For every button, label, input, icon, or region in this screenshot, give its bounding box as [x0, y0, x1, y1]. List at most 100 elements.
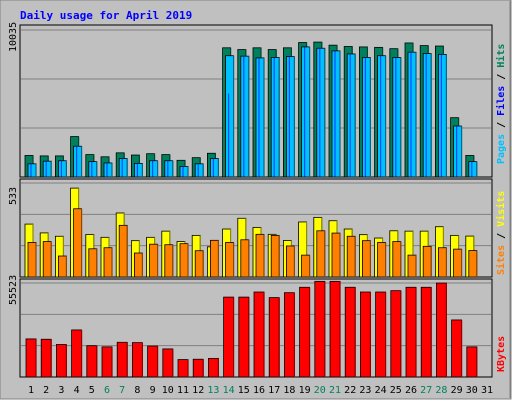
bar-sites: [377, 242, 387, 278]
bar-kbytes: [71, 329, 82, 378]
bar-kbytes: [101, 346, 113, 378]
bar-kbytes: [329, 280, 341, 378]
day-label: 6: [104, 385, 110, 396]
bar-sites: [209, 239, 219, 278]
day-label: 17: [268, 385, 280, 396]
bar-kbytes: [268, 297, 280, 378]
bar-kbytes: [86, 345, 98, 378]
bar-pages: [437, 53, 447, 178]
day-label: 8: [134, 385, 140, 396]
day-label: 4: [74, 385, 80, 396]
day-label: 31: [481, 385, 493, 396]
bar-kbytes: [344, 286, 356, 378]
day-label: 7: [119, 385, 125, 396]
axis-max-label-top: 10035: [8, 22, 19, 52]
bar-pages: [285, 56, 295, 178]
bar-pages: [316, 47, 326, 178]
bar-sites: [133, 252, 143, 278]
day-label: 12: [192, 385, 204, 396]
day-label: 25: [390, 385, 402, 396]
bar-pages: [240, 55, 250, 178]
bar-pages: [149, 160, 159, 178]
axis-max-label-bottom: 55523: [8, 275, 19, 305]
bar-sites: [240, 239, 250, 278]
bar-kbytes: [162, 348, 174, 378]
day-label: 3: [58, 385, 64, 396]
bar-sites: [88, 248, 98, 278]
day-label: 16: [253, 385, 265, 396]
day-label: 21: [329, 385, 341, 396]
bar-sites: [255, 233, 265, 278]
legend-middle: Sites / Visits: [495, 191, 507, 275]
day-label: 30: [466, 385, 478, 396]
legend-separator: /: [496, 116, 507, 134]
bar-pages: [270, 57, 280, 178]
day-label: 29: [451, 385, 463, 396]
bar-sites: [346, 235, 356, 278]
bar-kbytes: [253, 291, 265, 378]
bar-sites: [453, 248, 463, 278]
bar-sites: [392, 241, 402, 278]
bar-sites: [42, 241, 52, 278]
bar-sites: [361, 240, 371, 278]
bar-kbytes: [131, 342, 143, 378]
bar-sites: [225, 242, 235, 278]
bar-pages: [255, 57, 265, 178]
bar-pages: [301, 46, 311, 178]
bar-kbytes: [405, 286, 417, 378]
day-label: 27: [420, 385, 432, 396]
bar-pages: [377, 55, 387, 178]
bar-pages: [468, 161, 478, 178]
bar-sites: [118, 224, 128, 278]
bar-sites: [179, 243, 189, 278]
bar-kbytes: [390, 290, 402, 378]
bar-pages: [209, 158, 219, 178]
bar-sites: [164, 244, 174, 278]
day-label: 1: [28, 385, 34, 396]
legend-top: Pages / Files / Hits: [495, 44, 507, 164]
bar-pages: [225, 55, 235, 178]
bar-pages: [346, 53, 356, 178]
bar-pages: [331, 50, 341, 178]
legend-item: KBytes: [496, 336, 507, 372]
day-label: 18: [283, 385, 295, 396]
bar-kbytes: [238, 296, 250, 378]
day-label: 11: [177, 385, 189, 396]
bar-pages: [73, 145, 82, 178]
axis-max-label-middle: 533: [8, 187, 19, 205]
bar-pages: [58, 160, 67, 178]
bar-pages: [88, 161, 98, 178]
bar-sites: [270, 234, 280, 278]
chart-title: Daily usage for April 2019: [20, 9, 192, 22]
bar-pages: [194, 163, 204, 178]
legend-item: Visits: [495, 191, 507, 227]
bar-kbytes: [420, 286, 432, 378]
bar-sites: [301, 254, 311, 278]
bar-pages: [422, 53, 432, 178]
day-label: 13: [207, 385, 219, 396]
bar-kbytes: [192, 358, 204, 378]
bar-sites: [422, 245, 432, 278]
legend-item: Sites: [495, 245, 507, 275]
bar-kbytes: [359, 291, 371, 378]
legend-separator: /: [496, 68, 507, 86]
bar-kbytes: [116, 341, 128, 378]
day-label: 9: [150, 385, 156, 396]
legend-item: Files: [495, 86, 507, 116]
bar-kbytes: [451, 319, 463, 378]
bar-sites: [103, 247, 113, 278]
bar-pages: [361, 57, 371, 178]
day-label: 5: [89, 385, 95, 396]
day-label: 14: [223, 385, 235, 396]
bar-sites: [316, 230, 326, 278]
legend-bottom: KBytes: [496, 336, 507, 372]
bar-pages: [164, 160, 174, 178]
bar-kbytes: [299, 286, 311, 378]
legend-item: Hits: [495, 44, 507, 68]
day-label: 26: [405, 385, 417, 396]
legend-separator: /: [496, 227, 507, 245]
bar-pages: [42, 160, 52, 178]
bar-pages: [27, 163, 37, 178]
